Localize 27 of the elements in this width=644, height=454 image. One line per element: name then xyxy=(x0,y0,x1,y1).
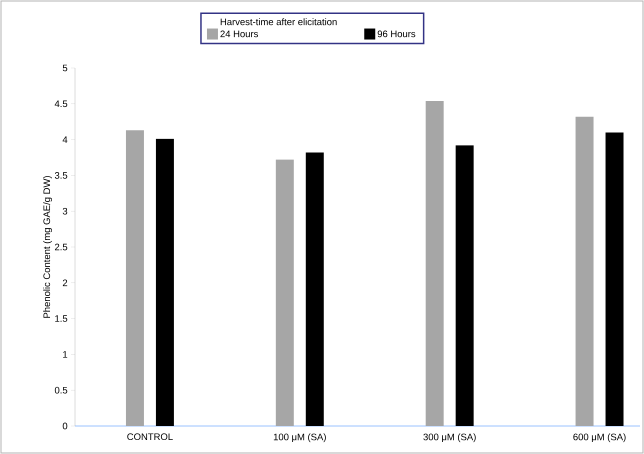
y-tick-label: 0.5 xyxy=(54,386,68,394)
x-tick-label: 600 μM (SA) xyxy=(573,433,626,442)
y-tick-label: 4.5 xyxy=(54,100,68,108)
y-tick-label: 2.5 xyxy=(54,244,68,250)
bar xyxy=(156,138,174,426)
y-tick-label: 3 xyxy=(62,208,68,215)
legend-label: 96 Hours xyxy=(378,30,416,38)
bar xyxy=(606,132,624,426)
y-tick-label: 4 xyxy=(62,136,68,143)
bar xyxy=(426,100,444,426)
bar xyxy=(276,160,294,426)
y-tick-label: 2 xyxy=(62,279,68,286)
x-tick-label: CONTROL xyxy=(127,433,173,440)
y-tick-label: 5 xyxy=(62,64,68,72)
y-tick-label: 1.5 xyxy=(55,315,68,322)
y-tick-label: 1 xyxy=(63,351,68,358)
bar xyxy=(126,130,144,426)
y-tick-label: 0 xyxy=(62,422,68,430)
y-tick-label: 3.5 xyxy=(54,172,68,179)
bar xyxy=(456,145,474,426)
legend-label: 24 Hours xyxy=(220,30,258,38)
legend-title: Harvest-time after elicitation xyxy=(220,18,337,26)
y-axis-title: Phenolic Content (mg GAE/g DW) xyxy=(43,176,52,318)
x-tick-label: 100 μM (SA) xyxy=(274,433,326,442)
bar xyxy=(306,152,324,426)
x-tick-label: 300 μM (SA) xyxy=(423,433,476,442)
bar xyxy=(576,116,594,426)
